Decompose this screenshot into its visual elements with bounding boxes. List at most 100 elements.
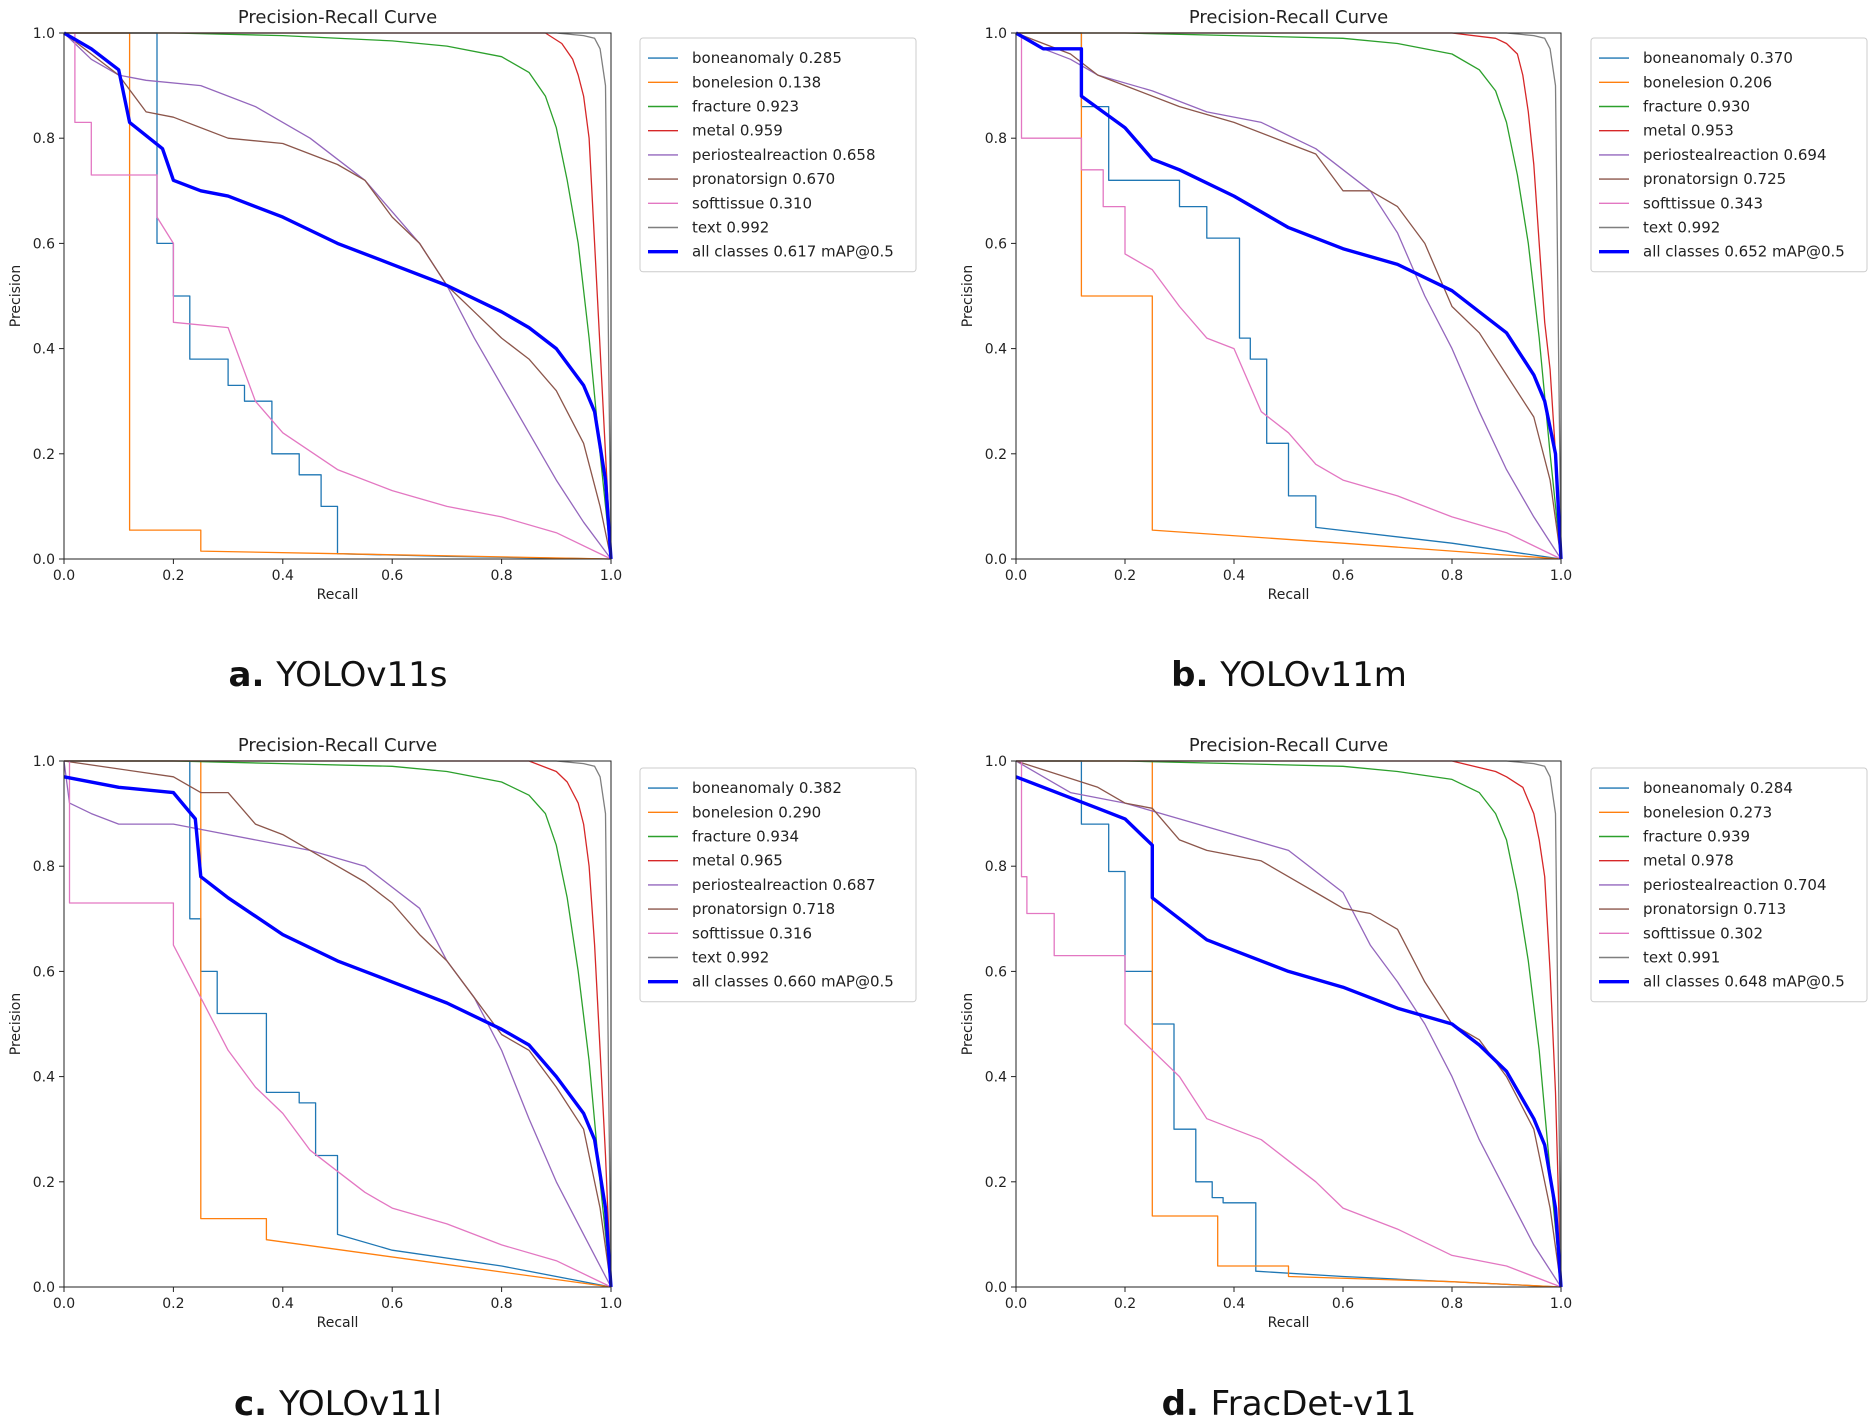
y-tick-label: 1.0 [33, 26, 55, 42]
legend-box [639, 37, 917, 273]
y-tick-label: 0.0 [985, 1280, 1007, 1296]
series-group [63, 31, 613, 560]
chart-panel-0: Precision-Recall Curve 0.0 0.2 0.4 0.6 0.8 1.0… [8, 7, 917, 695]
legend-label-fracture: fracture 0.934 [692, 828, 799, 846]
legend-label-fracture: fracture 0.923 [692, 98, 799, 116]
plot-area [64, 33, 611, 559]
legend: boneanomaly 0.284 bonelesion 0.273 fractur… [1590, 767, 1868, 1003]
legend-label-boneanomaly: boneanomaly 0.382 [692, 779, 842, 797]
series-line-metal [1016, 32, 1562, 560]
y-tick-label: 1.0 [985, 26, 1007, 42]
legend-label-boneanomaly: boneanomaly 0.284 [1643, 779, 1793, 797]
legend-label-metal: metal 0.965 [692, 852, 783, 870]
y-axis-label: Precision [960, 265, 976, 327]
x-axis-label: Recall [1268, 1315, 1310, 1331]
caption-model: FracDet-v11 [1211, 1384, 1417, 1424]
legend-label-fracture: fracture 0.939 [1643, 828, 1750, 846]
y-tick-label: 0.8 [33, 859, 55, 875]
x-tick-label: 0.8 [1441, 1296, 1463, 1312]
x-tick-label: 0.2 [1114, 568, 1136, 584]
x-axis-label: Recall [1268, 587, 1310, 603]
x-tick-label: 0.0 [1005, 568, 1027, 584]
legend-label-bonelesion: bonelesion 0.290 [692, 803, 821, 821]
legend-label-pronatorsign: pronatorsign 0.713 [1643, 900, 1786, 918]
chart-title: Precision-Recall Curve [1189, 7, 1388, 28]
y-tick-label: 0.0 [985, 552, 1007, 568]
panel-caption: a. YOLOv11s [229, 655, 448, 695]
x-tick-label: 0.2 [1114, 1296, 1136, 1312]
y-tick-label: 0.2 [985, 1175, 1007, 1191]
legend-label-pronatorsign: pronatorsign 0.725 [1643, 170, 1786, 188]
legend-label-pronatorsign: pronatorsign 0.718 [692, 900, 835, 918]
legend: boneanomaly 0.370 bonelesion 0.206 fractur… [1590, 37, 1868, 273]
series-line-periostealreaction [1015, 32, 1562, 560]
y-tick-label: 1.0 [33, 754, 55, 770]
series-line-softtissue [64, 760, 612, 1288]
panel-caption: b. YOLOv11m [1171, 655, 1407, 695]
panel-caption: d. FracDet-v11 [1162, 1384, 1417, 1424]
series-line-softtissue [64, 32, 612, 560]
x-tick-label: 0.0 [53, 1296, 75, 1312]
y-tick-label: 0.6 [33, 964, 55, 980]
y-tick-label: 0.4 [985, 1070, 1007, 1086]
caption-letter: a. [229, 655, 277, 695]
y-tick-label: 0.6 [33, 236, 55, 252]
x-tick-label: 0.6 [381, 1296, 403, 1312]
x-axis-label: Recall [317, 587, 359, 603]
legend-label-all-classes: all classes 0.617 mAP@0.5 [692, 243, 894, 261]
y-tick-label: 0.2 [985, 447, 1007, 463]
plot-area [1016, 761, 1561, 1287]
x-tick-label: 0.0 [1005, 1296, 1027, 1312]
x-tick-label: 0.4 [272, 1296, 294, 1312]
caption-letter: b. [1171, 655, 1220, 695]
caption-model: YOLOv11l [278, 1384, 442, 1424]
series-line-pronatorsign [63, 760, 612, 1288]
series-line-softtissue [1016, 760, 1562, 1288]
x-tick-label: 1.0 [600, 1296, 622, 1312]
series-line-fracture [64, 760, 612, 1288]
series-line-all-classes [63, 31, 613, 560]
legend-label-softtissue: softtissue 0.302 [1643, 924, 1763, 942]
chart-panel-1: Precision-Recall Curve 0.0 0.2 0.4 0.6 0.8 1.0… [960, 7, 1868, 695]
x-tick-label: 0.2 [162, 1296, 184, 1312]
legend-label-metal: metal 0.959 [692, 122, 783, 140]
legend-label-bonelesion: bonelesion 0.206 [1643, 73, 1772, 91]
legend-label-all-classes: all classes 0.660 mAP@0.5 [692, 973, 894, 991]
legend-label-bonelesion: bonelesion 0.273 [1643, 803, 1772, 821]
chart-title: Precision-Recall Curve [238, 7, 437, 28]
y-tick-label: 0.0 [33, 1280, 55, 1296]
x-tick-label: 0.2 [162, 568, 184, 584]
legend-label-text: text 0.992 [692, 219, 769, 237]
legend-label-periostealreaction: periostealreaction 0.687 [692, 876, 876, 894]
chart-title: Precision-Recall Curve [1189, 735, 1388, 756]
x-tick-label: 1.0 [600, 568, 622, 584]
y-axis-label: Precision [960, 993, 976, 1055]
y-axis-label: Precision [8, 993, 24, 1055]
series-line-boneanomaly [1016, 760, 1562, 1288]
y-tick-label: 0.8 [33, 131, 55, 147]
legend-label-periostealreaction: periostealreaction 0.694 [1643, 146, 1827, 164]
legend-label-bonelesion: bonelesion 0.138 [692, 73, 821, 91]
legend-label-all-classes: all classes 0.652 mAP@0.5 [1643, 243, 1845, 261]
series-line-fracture [1016, 760, 1562, 1288]
legend: boneanomaly 0.382 bonelesion 0.290 fractur… [639, 767, 917, 1003]
x-tick-label: 0.4 [272, 568, 294, 584]
chart-panel-3: Precision-Recall Curve 0.0 0.2 0.4 0.6 0.8 1.0… [960, 735, 1868, 1424]
legend-label-text: text 0.992 [692, 949, 769, 967]
series-line-pronatorsign [1015, 32, 1562, 560]
series-line-fracture [1016, 32, 1562, 560]
y-tick-label: 0.2 [33, 447, 55, 463]
legend-label-text: text 0.992 [1643, 219, 1720, 237]
x-tick-label: 0.4 [1223, 568, 1245, 584]
series-line-metal [64, 760, 612, 1288]
series-line-fracture [64, 32, 612, 560]
x-tick-label: 0.6 [381, 568, 403, 584]
legend-label-periostealreaction: periostealreaction 0.658 [692, 146, 876, 164]
y-tick-label: 0.4 [33, 1070, 55, 1086]
plot-frame [1015, 760, 1562, 1288]
panel-caption: c. YOLOv11l [234, 1384, 442, 1424]
y-tick-label: 1.0 [985, 754, 1007, 770]
caption-letter: d. [1162, 1384, 1211, 1424]
caption-model: YOLOv11m [1219, 655, 1407, 695]
series-line-periostealreaction [63, 32, 612, 560]
